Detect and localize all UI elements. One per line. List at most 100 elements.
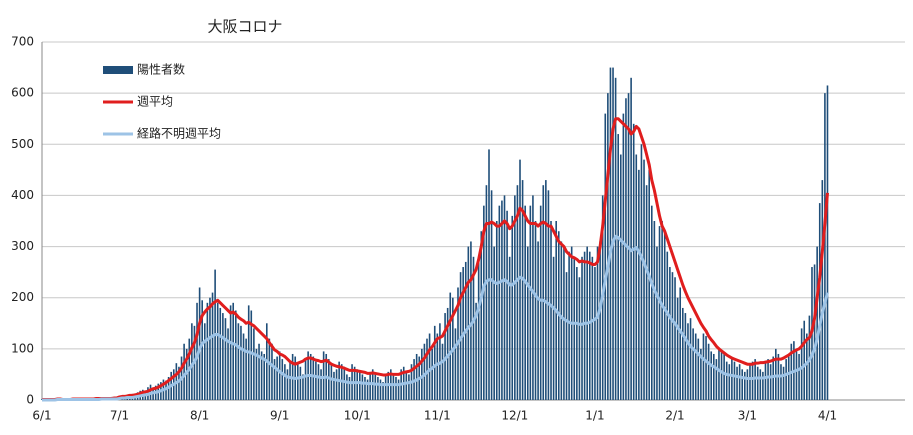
- bar: [813, 264, 816, 400]
- bar: [359, 371, 361, 400]
- bar: [723, 353, 725, 400]
- bar: [449, 292, 452, 400]
- bar: [441, 343, 444, 400]
- bar: [687, 323, 689, 400]
- bar: [436, 333, 439, 400]
- bar: [756, 366, 759, 400]
- bar: [273, 359, 276, 400]
- bar: [818, 203, 821, 400]
- bar: [545, 180, 547, 400]
- bar: [526, 246, 529, 400]
- bar: [576, 267, 578, 400]
- bar: [444, 313, 446, 400]
- bar: [498, 205, 501, 400]
- bar: [346, 374, 348, 400]
- bar: [746, 369, 749, 400]
- bar: [382, 382, 384, 400]
- bar: [524, 205, 526, 400]
- bar: [242, 333, 245, 400]
- bar: [684, 313, 687, 400]
- bar: [361, 374, 364, 400]
- bar: [803, 320, 806, 400]
- chart-title: 大阪コロナ: [207, 18, 282, 36]
- bar: [612, 67, 614, 401]
- bar: [521, 180, 524, 400]
- line: [42, 234, 829, 402]
- bar: [377, 376, 379, 400]
- bar: [364, 376, 366, 400]
- bar: [679, 287, 682, 400]
- bar: [369, 371, 371, 400]
- bar: [775, 348, 777, 400]
- bar: [253, 328, 255, 400]
- bar: [816, 246, 818, 400]
- bar: [826, 85, 829, 400]
- bar: [309, 353, 312, 400]
- bar: [588, 251, 591, 400]
- bar: [653, 221, 656, 400]
- x-tick-label: 4/1: [818, 409, 837, 423]
- bar: [767, 359, 769, 400]
- bar: [663, 231, 666, 400]
- bar: [152, 388, 154, 400]
- bar: [237, 323, 240, 400]
- bar: [754, 359, 756, 400]
- bar: [759, 369, 762, 400]
- bar: [183, 343, 185, 400]
- bar: [322, 351, 325, 400]
- bar: [795, 348, 798, 400]
- bar: [483, 205, 485, 400]
- y-tick-label: 700: [11, 35, 34, 49]
- bar: [219, 307, 222, 400]
- x-tick-label: 3/1: [738, 409, 757, 423]
- bar: [284, 364, 286, 400]
- bar: [640, 144, 643, 400]
- bar: [514, 195, 516, 400]
- bar: [421, 348, 423, 400]
- bar: [201, 300, 203, 400]
- bar: [700, 348, 702, 400]
- bar: [268, 338, 271, 400]
- bar: [255, 348, 258, 400]
- bar: [493, 246, 495, 400]
- bar: [658, 226, 661, 400]
- bar: [423, 343, 426, 400]
- bar: [780, 364, 782, 400]
- y-tick-label: 600: [11, 86, 34, 100]
- bar: [312, 356, 315, 400]
- bar: [276, 356, 278, 400]
- y-tick-label: 300: [11, 239, 34, 253]
- bar: [472, 256, 475, 400]
- bar: [661, 221, 663, 400]
- bar: [749, 364, 751, 400]
- bar: [426, 338, 428, 400]
- bar: [485, 185, 488, 400]
- bar: [209, 297, 211, 400]
- y-tick-label: 100: [11, 341, 34, 355]
- bar: [798, 353, 800, 400]
- bar: [211, 292, 214, 400]
- bar: [806, 333, 808, 400]
- bar: [366, 379, 369, 400]
- bar: [731, 359, 733, 400]
- bar: [470, 241, 472, 400]
- bar: [508, 256, 511, 400]
- bar: [178, 366, 180, 400]
- bar: [330, 364, 333, 400]
- bar: [800, 328, 803, 400]
- bar: [506, 210, 508, 400]
- legend-label: 経路不明週平均: [137, 126, 221, 141]
- bar: [635, 154, 638, 400]
- bar: [490, 190, 493, 400]
- y-tick-label: 500: [11, 137, 34, 151]
- bar: [240, 325, 242, 400]
- bar: [271, 343, 273, 400]
- bar: [565, 272, 568, 400]
- bar: [296, 364, 299, 400]
- bar: [534, 221, 537, 400]
- bar: [315, 361, 317, 400]
- bar: [787, 353, 790, 400]
- bar: [728, 364, 731, 400]
- bar: [191, 323, 193, 400]
- x-tick-label: 8/1: [190, 409, 209, 423]
